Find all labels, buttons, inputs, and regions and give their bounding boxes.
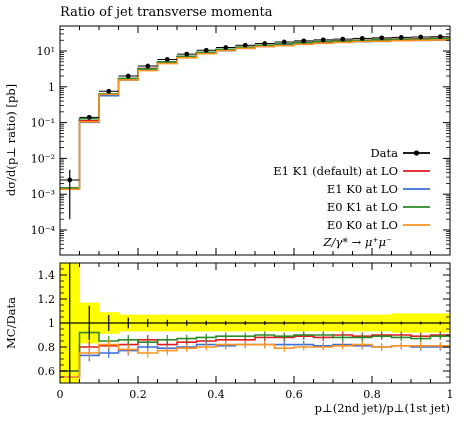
y-tick-label: 10⁻³	[31, 188, 55, 201]
data-point	[281, 39, 287, 45]
ratio-y-tick-label: 1.4	[38, 269, 56, 282]
y-tick-label: 1	[48, 81, 55, 94]
y-tick-label: 10¹	[37, 45, 55, 58]
ratio-y-tick-label: 1.2	[38, 293, 56, 306]
legend-label: E1 K1 (default) at LO	[273, 164, 398, 178]
ratio-y-ticks: 0.6 0.8 1 1.2 1.4	[38, 262, 450, 384]
x-tick-label: 1	[447, 388, 454, 401]
ratio-y-tick-label: 0.8	[38, 341, 56, 354]
x-tick-label: 0	[57, 388, 64, 401]
legend-label: Data	[370, 146, 398, 160]
x-axis-label: p⊥(2nd jet)/p⊥(1st jet)	[315, 401, 450, 415]
data-point	[223, 45, 229, 50]
data-point	[437, 34, 443, 40]
data-point	[418, 34, 424, 40]
y-axis-label-main: dσ/d(p⊥ ratio) [pb]	[4, 84, 18, 196]
x-tick-label: 0.8	[363, 388, 381, 401]
y-tick-label: 10⁻¹	[31, 117, 55, 130]
series-line-ratio	[60, 343, 450, 378]
data-point	[106, 88, 112, 94]
legend-data-marker	[413, 150, 420, 156]
data-point	[125, 73, 131, 79]
data-point	[145, 63, 151, 69]
ratio-panel: 0.6 0.8 1 1.2 1.4 0 0.2 0.4 0.6 0.8 1 MC/Data p⊥(…	[4, 262, 454, 415]
chart-title: Ratio of jet transverse momenta	[60, 5, 273, 20]
ratio-y-tick-label: 1	[48, 317, 55, 330]
legend-label: E1 K0 at LO	[327, 182, 398, 196]
data-point	[242, 42, 248, 48]
ratio-plot-marks	[60, 263, 451, 383]
data-point	[301, 38, 307, 44]
legend: Data E1 K1 (default) at LO E1 K0 at LO E0 K…	[273, 146, 430, 232]
data-point	[67, 177, 73, 183]
main-panel: 10⁻⁴ 10⁻³ 10⁻² 10⁻¹ 1 10¹ dσ/d(p⊥ ratio) [pb]	[4, 25, 451, 256]
legend-label: E0 K0 at LO	[327, 218, 398, 232]
series-line-ratio	[60, 331, 450, 372]
data-point	[203, 47, 209, 53]
legend-label: E0 K1 at LO	[327, 200, 398, 214]
main-y-ticks: 10⁻⁴ 10⁻³ 10⁻² 10⁻¹ 1 10¹	[31, 26, 451, 255]
data-point	[398, 35, 404, 40]
process-label: Z/γ* → μ⁺μ⁻	[322, 235, 392, 249]
data-point	[359, 36, 365, 41]
y-axis-label-ratio: MC/Data	[4, 297, 18, 349]
data-point	[320, 37, 326, 43]
x-tick-label: 0.6	[285, 388, 303, 401]
x-ticks: 0 0.2 0.4 0.6 0.8 1	[57, 263, 454, 401]
data-point	[262, 41, 268, 46]
y-tick-label: 10⁻⁴	[31, 224, 56, 237]
data-point	[379, 35, 385, 41]
main-plot-marks	[60, 34, 450, 220]
series-line-main	[60, 39, 450, 191]
x-tick-label: 0.2	[129, 388, 147, 401]
ratio-y-tick-label: 0.6	[38, 365, 56, 378]
data-point	[164, 57, 170, 62]
y-tick-label: 10⁻²	[31, 152, 55, 165]
data-point	[340, 36, 346, 42]
x-tick-label: 0.4	[207, 388, 225, 401]
data-point	[86, 114, 92, 120]
data-point	[184, 51, 190, 57]
